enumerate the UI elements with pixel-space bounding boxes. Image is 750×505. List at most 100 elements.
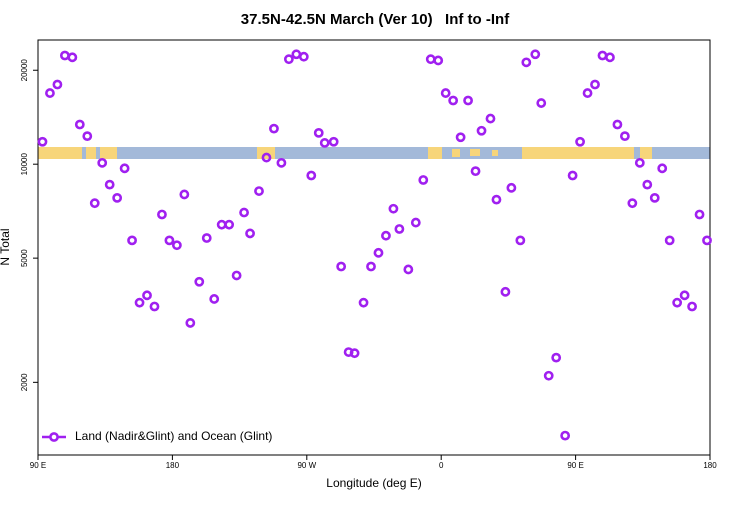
point [506, 182, 517, 193]
point [485, 113, 496, 124]
point [463, 95, 473, 106]
point [194, 276, 205, 287]
point [672, 297, 683, 308]
point [67, 52, 78, 63]
point [575, 136, 585, 147]
legend-label: Land (Nadir&Glint) and Ocean (Glint) [75, 429, 272, 443]
point [433, 55, 444, 66]
y-tick-label: 5000 [20, 249, 29, 267]
land [492, 150, 498, 156]
point [521, 57, 532, 68]
point [702, 235, 712, 246]
point [82, 131, 93, 142]
point [366, 261, 376, 272]
point [134, 297, 145, 308]
point [388, 203, 399, 214]
point [440, 88, 451, 98]
point [418, 175, 429, 185]
land [452, 149, 460, 157]
point [37, 136, 48, 147]
point [582, 88, 593, 98]
point [239, 207, 249, 218]
y-tick-label: 20000 [20, 59, 29, 82]
point [224, 219, 235, 230]
map-strip [38, 147, 710, 159]
point [276, 157, 287, 168]
point [269, 123, 279, 134]
x-axis-label: Longitude (deg E) [326, 476, 421, 490]
point [298, 51, 309, 62]
point [410, 217, 421, 228]
point [590, 79, 600, 90]
point [664, 235, 675, 246]
point [231, 270, 242, 281]
point [634, 157, 645, 168]
point [551, 352, 562, 363]
point [605, 52, 615, 63]
point [336, 261, 347, 272]
point [476, 125, 487, 136]
point [536, 98, 547, 108]
point [687, 301, 697, 312]
point [470, 166, 481, 177]
y-tick-label: 2000 [20, 373, 29, 391]
point [567, 170, 578, 181]
point [642, 179, 653, 190]
point [649, 192, 660, 203]
point [97, 157, 108, 168]
land [470, 149, 480, 156]
point [201, 233, 212, 243]
point [612, 119, 623, 130]
point [349, 348, 360, 359]
point [157, 209, 167, 220]
plot-frame [37, 39, 711, 456]
point [254, 186, 264, 196]
point [179, 189, 190, 200]
point [448, 95, 459, 106]
point [119, 163, 130, 174]
point [74, 119, 85, 130]
land [428, 147, 442, 159]
point [657, 163, 668, 174]
point [500, 286, 511, 297]
land [86, 147, 96, 159]
land [522, 147, 634, 159]
point [515, 235, 526, 246]
point [149, 301, 160, 312]
point [679, 290, 690, 301]
y-tick-label: 10000 [20, 153, 29, 176]
point [127, 235, 137, 246]
point [619, 131, 630, 142]
x-tick-label: 90 E [567, 461, 583, 470]
point [694, 209, 705, 220]
point [261, 152, 272, 163]
point [52, 79, 63, 90]
land [640, 147, 652, 159]
point [171, 240, 182, 251]
point [112, 192, 123, 203]
point [185, 318, 196, 328]
point [530, 49, 541, 60]
chart-title: 37.5N-42.5N March (Ver 10) Inf to -Inf [241, 11, 510, 28]
x-tick-label: 90 W [297, 461, 316, 470]
point [627, 198, 638, 209]
x-tick-label: 180 [166, 461, 180, 470]
point [104, 179, 115, 190]
point [142, 290, 152, 301]
y-axis-label: N Total [0, 228, 12, 265]
point [328, 136, 339, 147]
point [319, 138, 330, 148]
legend-marker [49, 432, 59, 442]
point [164, 235, 175, 246]
point [455, 132, 466, 143]
point [394, 224, 405, 234]
land [38, 147, 82, 159]
point [89, 198, 100, 209]
point [373, 247, 384, 258]
x-tick-label: 180 [703, 461, 717, 470]
point [245, 228, 255, 239]
point [209, 294, 220, 304]
point [403, 264, 414, 275]
point [313, 127, 324, 138]
point [306, 170, 317, 181]
